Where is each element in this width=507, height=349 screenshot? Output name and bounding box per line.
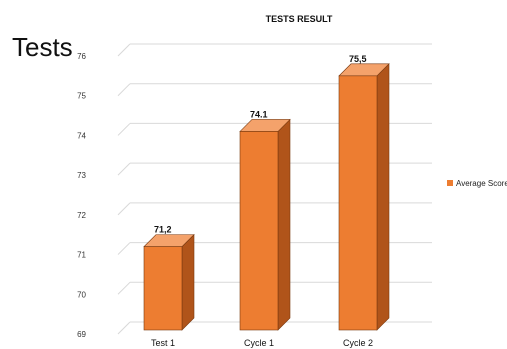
x-category-label: Test 1	[151, 338, 175, 348]
y-tick-label: 69	[77, 330, 86, 339]
bar-side-face	[277, 118, 291, 331]
y-tick-label: 76	[77, 52, 86, 61]
x-axis-labels: Test 1 Cycle 1 Cycle 2	[151, 338, 373, 348]
slide-heading: Tests	[12, 32, 73, 62]
legend-swatch	[447, 180, 453, 186]
legend-label: Average Score	[456, 179, 507, 188]
gridline-slant	[117, 123, 131, 136]
bar-front-face	[143, 246, 183, 331]
bar-front-face	[338, 75, 378, 331]
bar	[143, 233, 195, 331]
data-label: 75,5	[349, 54, 367, 64]
data-labels: 71,2 74.1 75,5	[154, 54, 367, 235]
chart-title: TESTS RESULT	[266, 14, 333, 24]
bars	[143, 63, 390, 331]
y-tick-label: 72	[77, 211, 86, 220]
x-category-label: Cycle 2	[343, 338, 373, 348]
y-tick-label: 70	[77, 290, 86, 299]
y-tick-label: 75	[77, 92, 86, 101]
bar	[338, 63, 390, 331]
y-tick-label: 73	[77, 171, 86, 180]
bar-front-face	[239, 131, 279, 331]
gridline-slant	[117, 281, 131, 295]
gridline-slant	[117, 162, 131, 176]
gridline-slant	[117, 321, 131, 335]
gridline-slant	[117, 43, 131, 57]
gridline-slant	[117, 83, 131, 97]
data-label: 71,2	[154, 225, 172, 235]
gridline-slant	[117, 242, 131, 255]
x-category-label: Cycle 1	[244, 338, 274, 348]
bar	[239, 118, 291, 331]
bar-side-face	[376, 63, 390, 331]
bar-side-face	[181, 233, 195, 331]
data-label: 74.1	[250, 109, 268, 119]
legend: Average Score	[447, 179, 507, 188]
y-tick-label: 71	[77, 251, 86, 260]
y-tick-label: 74	[77, 131, 86, 140]
gridline-slant	[117, 202, 131, 216]
y-axis-ticks: 69 70 71 72 73 74 75 76	[77, 52, 86, 339]
